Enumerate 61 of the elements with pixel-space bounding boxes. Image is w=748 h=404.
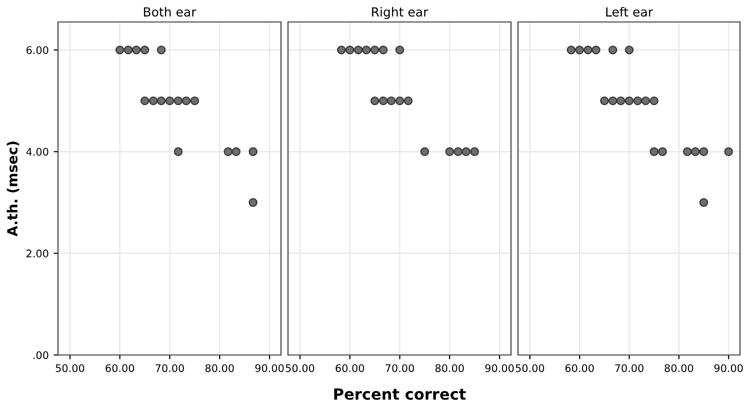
point (224, 147, 232, 156)
x-tick-label: 70.00 (386, 364, 414, 372)
point (592, 46, 600, 54)
x-tick-label: 50.00 (56, 364, 84, 372)
point (624, 46, 634, 54)
x-tick-label: 80.00 (205, 364, 234, 372)
point (140, 46, 150, 54)
point (140, 96, 150, 106)
point (248, 147, 258, 156)
point (182, 96, 191, 106)
point (699, 198, 708, 207)
point (650, 147, 658, 156)
point (600, 96, 609, 106)
x-tick-label: 70.00 (156, 364, 184, 372)
x-tick-label: 70.00 (615, 364, 644, 372)
point (584, 46, 592, 54)
point (174, 96, 183, 106)
x-tick-label: 60.00 (565, 364, 594, 372)
x-tick-label: 80.00 (664, 364, 694, 372)
point (248, 198, 258, 207)
y-tick-label: .00 (34, 351, 48, 360)
point (624, 96, 634, 106)
point (641, 96, 650, 106)
point (575, 46, 584, 54)
point (616, 96, 626, 106)
point (174, 147, 183, 156)
x-tick-label: 90.00 (255, 364, 284, 372)
point (232, 147, 240, 156)
point (132, 46, 141, 54)
chart-title: Right ear (372, 6, 428, 20)
point (156, 46, 166, 54)
x-tick-label: 90.00 (485, 364, 514, 372)
chart-title: Both ear (144, 6, 196, 17)
point (699, 147, 708, 156)
x-tick-label: 60.00 (106, 364, 134, 372)
point (116, 46, 124, 54)
point (608, 96, 618, 106)
x-tick-label: 90.00 (714, 364, 743, 372)
x-tick-label: 80.00 (435, 364, 464, 372)
point (633, 96, 642, 106)
x-tick-label: 50.00 (286, 364, 314, 372)
y-axis-title: A.th. (msec) (6, 142, 20, 236)
chart-title: Left ear (606, 6, 653, 17)
point (682, 147, 692, 156)
point (165, 96, 174, 106)
x-axis-title: Percent correct (334, 388, 466, 400)
point (124, 46, 133, 54)
point (724, 147, 733, 156)
point (650, 96, 658, 106)
point (148, 96, 158, 106)
point (690, 147, 700, 156)
point (190, 96, 200, 106)
point (156, 96, 166, 106)
y-tick-label: 4.00 (26, 148, 48, 156)
y-tick-label: 2.00 (26, 250, 48, 258)
x-tick-label: 60.00 (336, 364, 364, 372)
point (608, 46, 618, 54)
point (658, 147, 667, 156)
x-tick-label: 50.00 (516, 364, 544, 372)
y-tick-label: 6.00 (26, 46, 48, 54)
point (566, 46, 576, 54)
